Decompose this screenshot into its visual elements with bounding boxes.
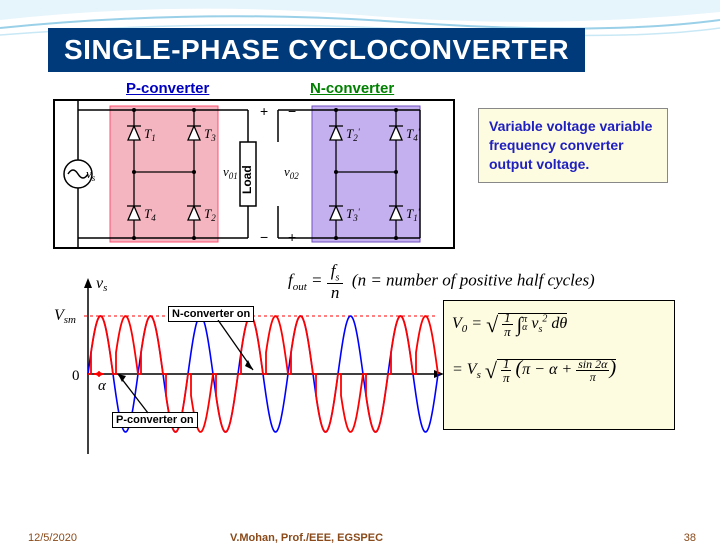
formula-box: V0 = √ 1 π ∫πα vs2 dθ = Vs √ 1 π (π − α …: [443, 300, 675, 430]
minus-right: −: [288, 103, 296, 119]
waveform-diagram: fout = fs n (n = number of positive half…: [48, 264, 688, 474]
circuit-svg: Load T1: [48, 82, 468, 257]
info-box: Variable voltage variable frequency conv…: [478, 108, 668, 183]
pconv-arrow: [108, 368, 178, 418]
svg-text:Vsm: Vsm: [54, 307, 76, 326]
footer-author: V.Mohan, Prof./EEE, EGSPEC: [230, 532, 383, 544]
svg-text:0: 0: [72, 368, 80, 384]
v02-label: v02: [284, 164, 299, 181]
v01-label: v01: [223, 164, 238, 181]
nconv-arrow: [168, 320, 258, 380]
plus-left: +: [260, 103, 268, 119]
footer-page: 38: [684, 532, 696, 544]
content-area: P-converter N-converter Load: [48, 82, 688, 262]
slide-title: SINGLE-PHASE CYCLOCONVERTER: [48, 28, 585, 72]
footer-date: 12/5/2020: [28, 532, 77, 544]
load-label: Load: [240, 165, 254, 194]
svg-text:vs: vs: [96, 275, 107, 294]
circuit-diagram: P-converter N-converter Load: [48, 82, 688, 262]
minus-left: −: [260, 229, 268, 245]
vs-label: vs: [86, 166, 96, 183]
svg-text:α: α: [98, 378, 107, 394]
plus-right: +: [288, 229, 296, 245]
